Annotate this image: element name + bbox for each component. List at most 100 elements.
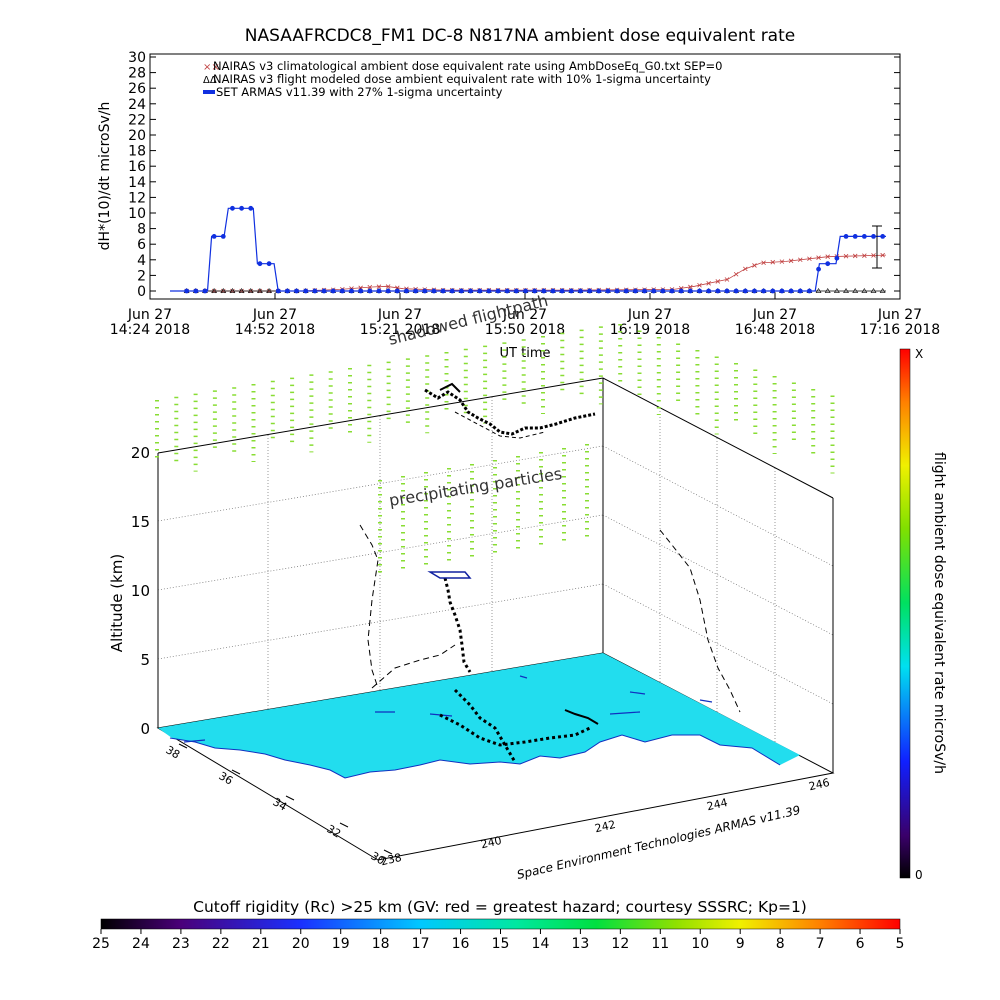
x-tick-label-time: 16:19 2018: [610, 322, 690, 338]
dose-colorbar-top-tick: X: [915, 347, 923, 361]
series-point: [394, 288, 400, 294]
series-point: [871, 253, 876, 258]
series-point: [733, 288, 739, 294]
series-point: [220, 288, 227, 293]
rigidity-tick-label: 21: [252, 936, 270, 952]
top-chart-title: NASAAFRCDC8_FM1 DC-8 N817NA ambient dose…: [245, 26, 795, 46]
longitude-tick-label: 240: [480, 834, 503, 851]
series-point: [816, 266, 821, 272]
legend-entry-armas: SET ARMAS v11.39 with 27% 1-sigma uncert…: [216, 85, 503, 99]
latitude-tick-mark: [339, 822, 349, 828]
y-tick-label: 20: [128, 128, 146, 144]
series-point: [523, 288, 528, 294]
series-point: [706, 288, 712, 294]
series-point: [550, 288, 556, 294]
series-point: [807, 288, 812, 294]
x-tick-label-date: Jun 27: [627, 307, 672, 323]
series-point: [568, 288, 574, 294]
latitude-tick-label: 30: [369, 849, 388, 867]
flight-3d-panel: 0 5 10 15 20 Altitude (km) 38 36 34 32 30 238 240…: [108, 291, 947, 882]
series-point: [743, 266, 748, 272]
series-point: [752, 288, 757, 294]
ground-map: [156, 652, 835, 861]
series-point: [376, 284, 382, 289]
latitude-tick-label: 34: [271, 795, 290, 813]
x-tick-label-date: Jun 27: [252, 307, 297, 323]
rigidity-tick-label: 7: [816, 936, 825, 952]
series-point: [742, 288, 748, 294]
x-tick-label-time: 14:24 2018: [110, 322, 190, 338]
dose-colorbar-bottom-tick: 0: [915, 868, 923, 882]
series-point: [770, 259, 776, 265]
series-point: [834, 255, 840, 261]
series-point: [797, 288, 803, 294]
cutoff-rigidity-ticks: 25 24 23 22 21 20 19 18 17 16 15 14 13 12 11 10 9 8 7 6 5: [92, 929, 904, 952]
rigidity-tick-label: 13: [571, 936, 589, 952]
series-point: [202, 288, 208, 294]
series-point: [843, 288, 849, 293]
series-point: [284, 288, 290, 294]
series-point: [861, 234, 867, 239]
series-point: [248, 205, 254, 211]
series-point: [247, 288, 254, 293]
series-point: [559, 288, 565, 294]
series-point: [797, 257, 803, 263]
series-point: [761, 260, 766, 266]
altitude-axis-label: Altitude (km): [108, 554, 126, 652]
series-point: [715, 279, 721, 284]
series-point: [779, 288, 785, 294]
latitude-tick-mark: [285, 795, 295, 801]
series-point: [339, 288, 345, 294]
series-point: [211, 234, 217, 239]
rigidity-tick-label: 19: [332, 936, 350, 952]
rigidity-tick-label: 23: [172, 936, 190, 952]
series-point: [870, 288, 877, 293]
cutoff-rigidity-scale: Cutoff rigidity (Rc) >25 km (GV: red = g…: [92, 898, 904, 952]
series-point: [788, 288, 794, 294]
x-tick-label-time: 15:21 2018: [360, 322, 440, 338]
rigidity-tick-label: 25: [92, 936, 110, 952]
series-point: [541, 288, 547, 294]
series-point: [458, 288, 464, 294]
series-point: [770, 288, 776, 294]
series-point: [468, 288, 473, 294]
y-tick-label: 22: [128, 112, 146, 128]
y-tick-label: 10: [128, 206, 146, 222]
longitude-tick-label: 244: [706, 796, 729, 813]
dose-colorbar-label: flight ambient dose equivalent rate micr…: [931, 452, 947, 774]
series-point: [688, 284, 693, 290]
series-point: [852, 234, 858, 239]
series-point: [477, 288, 483, 294]
x-tick-label-date: Jun 27: [877, 307, 922, 323]
y-tick-label: 0: [137, 284, 146, 300]
series-point: [623, 288, 629, 294]
series-point: [880, 252, 885, 258]
altitude-tick-label: 15: [131, 513, 150, 531]
series-point: [697, 288, 702, 294]
y-tick-label: 28: [128, 66, 146, 82]
series-point: [651, 288, 657, 294]
series-point: [833, 288, 840, 293]
series-point: [376, 288, 382, 294]
series-point: [824, 288, 831, 293]
x-tick-label-date: Jun 27: [502, 307, 547, 323]
series-point: [385, 288, 391, 294]
series-point: [861, 288, 868, 293]
series-point: [706, 281, 711, 286]
series-point: [678, 288, 684, 294]
precipitating-particles: [155, 324, 835, 575]
series-point: [532, 288, 538, 294]
series-point: [697, 282, 702, 288]
rigidity-tick-label: 10: [691, 936, 709, 952]
series-point: [220, 234, 226, 239]
cutoff-rigidity-bar: [100, 918, 901, 930]
series-point: [330, 288, 336, 294]
rigidity-tick-label: 18: [372, 936, 390, 952]
rigidity-tick-label: 14: [532, 936, 550, 952]
x-tick-label-date: Jun 27: [752, 307, 797, 323]
legend-marker-nairas-clim: ××: [203, 62, 220, 73]
rigidity-tick-label: 16: [452, 936, 470, 952]
series-point: [440, 288, 446, 294]
y-tick-label: 12: [128, 190, 146, 206]
series-point: [431, 288, 437, 294]
